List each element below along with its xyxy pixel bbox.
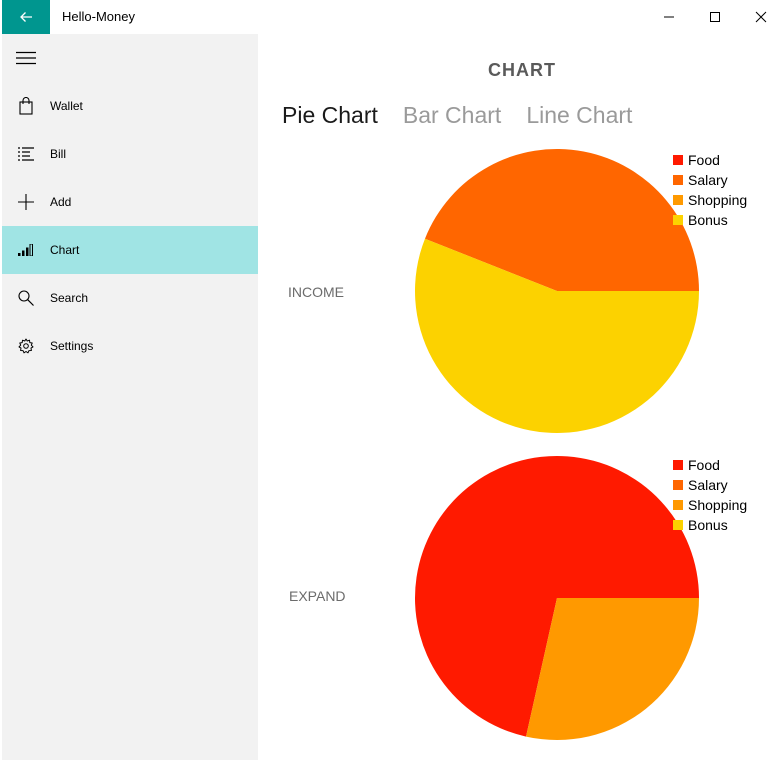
legend-item: Salary (673, 170, 747, 190)
sidebar-item-label: Chart (50, 243, 80, 257)
pie-slice-food (415, 456, 699, 737)
legend-item: Salary (673, 475, 747, 495)
legend-swatch (673, 155, 683, 165)
sidebar-item-add[interactable]: Add (2, 178, 258, 226)
legend-item: Shopping (673, 190, 747, 210)
pie-slice-bonus (415, 238, 699, 433)
back-button[interactable] (2, 0, 50, 34)
sidebar-item-label: Add (50, 195, 72, 209)
legend-swatch (673, 175, 683, 185)
legend-item: Shopping (673, 495, 747, 515)
legend-label: Food (688, 457, 720, 473)
legend-item: Food (673, 150, 747, 170)
legend-label: Bonus (688, 212, 728, 228)
hamburger-button[interactable] (2, 34, 50, 82)
expand-pie-chart (415, 456, 699, 741)
tab-line-chart[interactable]: Line Chart (526, 102, 633, 128)
legend-label: Bonus (688, 517, 728, 533)
sidebar-item-chart[interactable]: Chart (2, 226, 258, 274)
legend-label: Salary (688, 172, 728, 188)
sidebar-item-label: Wallet (50, 99, 83, 113)
main-content: CHART Pie Chart Bar Chart Line Chart INC… (258, 34, 783, 760)
search-icon (2, 274, 50, 322)
sidebar-item-label: Search (50, 291, 89, 305)
tab-bar-chart[interactable]: Bar Chart (402, 102, 502, 128)
pie-slice-salary (424, 148, 699, 291)
page-title: CHART (488, 60, 556, 80)
sidebar-item-settings[interactable]: Settings (2, 322, 258, 370)
legend-swatch (673, 460, 683, 470)
legend-swatch (673, 195, 683, 205)
legend-label: Shopping (688, 497, 748, 513)
gear-icon (2, 322, 50, 370)
expand-label: EXPAND (289, 588, 346, 604)
pie-slice-shopping (526, 598, 699, 741)
legend-item: Bonus (673, 210, 747, 230)
legend-label: Salary (688, 477, 728, 493)
title-bar: Hello-Money (0, 0, 783, 34)
sidebar-item-bill[interactable]: Bill (2, 130, 258, 178)
chart-tabs: Pie Chart Bar Chart Line Chart (282, 102, 657, 129)
sidebar-item-label: Settings (50, 339, 94, 353)
tab-pie-chart[interactable]: Pie Chart (282, 102, 378, 128)
sidebar-item-search[interactable]: Search (2, 274, 258, 322)
sidebar-item-label: Bill (50, 147, 67, 161)
shopping-bag-icon (2, 82, 50, 130)
close-icon (755, 11, 767, 23)
hamburger-icon (16, 51, 36, 65)
plus-icon (2, 178, 50, 226)
legend-item: Bonus (673, 515, 747, 535)
legend-item: Food (673, 455, 747, 475)
minimize-icon (664, 16, 674, 18)
legend-label: Shopping (688, 192, 748, 208)
legend-swatch (673, 215, 683, 225)
legend-swatch (673, 500, 683, 510)
legend-label: Food (688, 152, 720, 168)
income-pie-chart (415, 148, 699, 433)
legend-swatch (673, 480, 683, 490)
sidebar-item-wallet[interactable]: Wallet (2, 82, 258, 130)
list-icon (2, 130, 50, 178)
legend-swatch (673, 520, 683, 530)
minimize-button[interactable] (646, 0, 692, 34)
income-label: INCOME (288, 284, 344, 300)
sidebar: Wallet Bill Add (2, 34, 258, 760)
income-legend: Food Salary Shopping Bonus (673, 150, 747, 230)
back-arrow-icon (20, 12, 32, 22)
maximize-button[interactable] (692, 0, 738, 34)
app-title: Hello-Money (62, 9, 135, 24)
close-button[interactable] (738, 0, 783, 34)
signal-bars-icon (2, 226, 50, 274)
expand-legend: Food Salary Shopping Bonus (673, 455, 747, 535)
maximize-icon (710, 12, 720, 22)
